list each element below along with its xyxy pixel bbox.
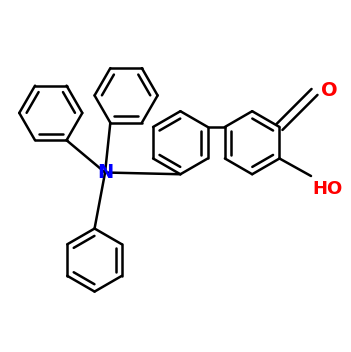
Text: O: O bbox=[321, 81, 337, 100]
Text: HO: HO bbox=[313, 180, 343, 197]
Text: N: N bbox=[97, 163, 113, 182]
